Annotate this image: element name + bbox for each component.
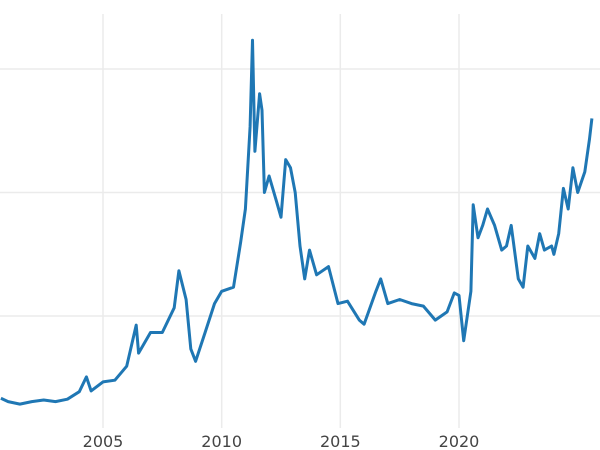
x-tick-label: 2005 (83, 432, 124, 450)
gridlines (0, 14, 600, 428)
series-line (0, 38, 594, 406)
x-tick-label: 2010 (201, 432, 242, 450)
x-axis-ticks: 2005 2010 2015 2020 (83, 432, 480, 450)
x-tick-label: 2020 (439, 432, 480, 450)
x-tick-label: 2015 (320, 432, 361, 450)
